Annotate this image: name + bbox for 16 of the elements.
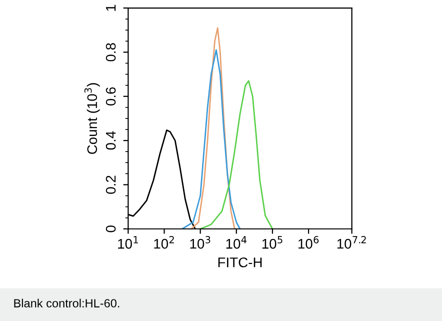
x-axis-title: FITC-H [218, 257, 262, 268]
text: Blank control:HL-60. [14, 298, 120, 308]
y-tick-label: 1 [106, 4, 116, 11]
x-tick-label: 10$^{2}$ [154, 236, 174, 249]
x-tick-label: 10$^{7.2}$ [337, 236, 366, 249]
y-axis-title: Count (10$^{3}$) [84, 83, 100, 154]
y-tick-label: 0.8 [106, 43, 116, 62]
y-tick-label: 0.2 [106, 176, 116, 194]
y-tick-label: 0.6 [106, 87, 116, 106]
y-tick-label: 0.4 [106, 131, 116, 150]
x-tick-label: 10$^{1}$ [118, 236, 138, 249]
y-tick-label: 0 [106, 226, 116, 232]
x-tick-label: 10$^{4}$ [226, 236, 247, 249]
x-tick-label: 10$^{6}$ [298, 236, 319, 249]
x-tick-label: 10$^{5}$ [262, 236, 282, 249]
x-tick-label: 10$^{3}$ [190, 236, 210, 249]
